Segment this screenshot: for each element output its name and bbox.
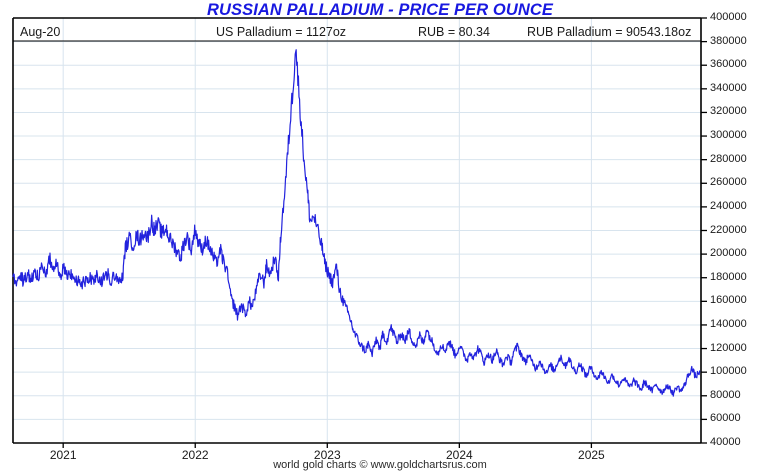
x-axis-tick-label: 2021 [49, 448, 77, 462]
y-axis-tick-label: 400000 [710, 11, 747, 23]
price-line-series [12, 49, 701, 397]
y-axis-tick-label: 40000 [710, 436, 741, 448]
y-axis-tick-label: 320000 [710, 105, 747, 118]
header-rub-palladium-value: RUB Palladium = 90543.18oz [527, 25, 692, 39]
x-axis-tick-label: 2024 [445, 448, 473, 462]
y-axis-tick-label: 200000 [710, 247, 747, 260]
y-axis-tick-label: 380000 [710, 34, 747, 47]
page-title: RUSSIAN PALLADIUM - PRICE PER OUNCE [206, 1, 554, 19]
y-axis-tick-label: 180000 [710, 270, 747, 283]
grid-lines [13, 18, 701, 443]
y-tick-marks [701, 17, 707, 444]
y-axis-tick-label: 220000 [710, 223, 747, 236]
header-rub-rate-value: RUB = 80.34 [418, 25, 490, 39]
y-axis-tick-label: 160000 [710, 294, 747, 307]
x-axis-tick-label: 2023 [313, 448, 341, 462]
header-us-palladium-value: US Palladium = 1127oz [216, 25, 347, 39]
x-axis-tick-label: 2022 [181, 448, 209, 462]
y-axis-tick-label: 300000 [710, 129, 747, 142]
x-tick-marks [62, 443, 593, 448]
header-date-label: Aug-20 [20, 25, 61, 39]
y-axis-tick-label: 260000 [710, 176, 747, 189]
footer-credit: world gold charts © www.goldchartsrus.co… [273, 459, 487, 471]
y-axis-tick-label: 340000 [710, 81, 747, 94]
y-axis-tick-label: 60000 [710, 412, 741, 425]
y-axis-tick-label: 80000 [710, 388, 741, 401]
y-axis-tick-label: 140000 [710, 317, 747, 330]
y-axis-tick-label: 240000 [710, 199, 747, 212]
x-axis-tick-label: 2025 [578, 448, 605, 462]
y-axis-tick-label: 280000 [710, 152, 747, 165]
y-axis-tick-label: 120000 [710, 341, 747, 354]
y-axis-tick-label: 360000 [710, 58, 747, 71]
y-axis-tick-label: 100000 [710, 365, 747, 378]
